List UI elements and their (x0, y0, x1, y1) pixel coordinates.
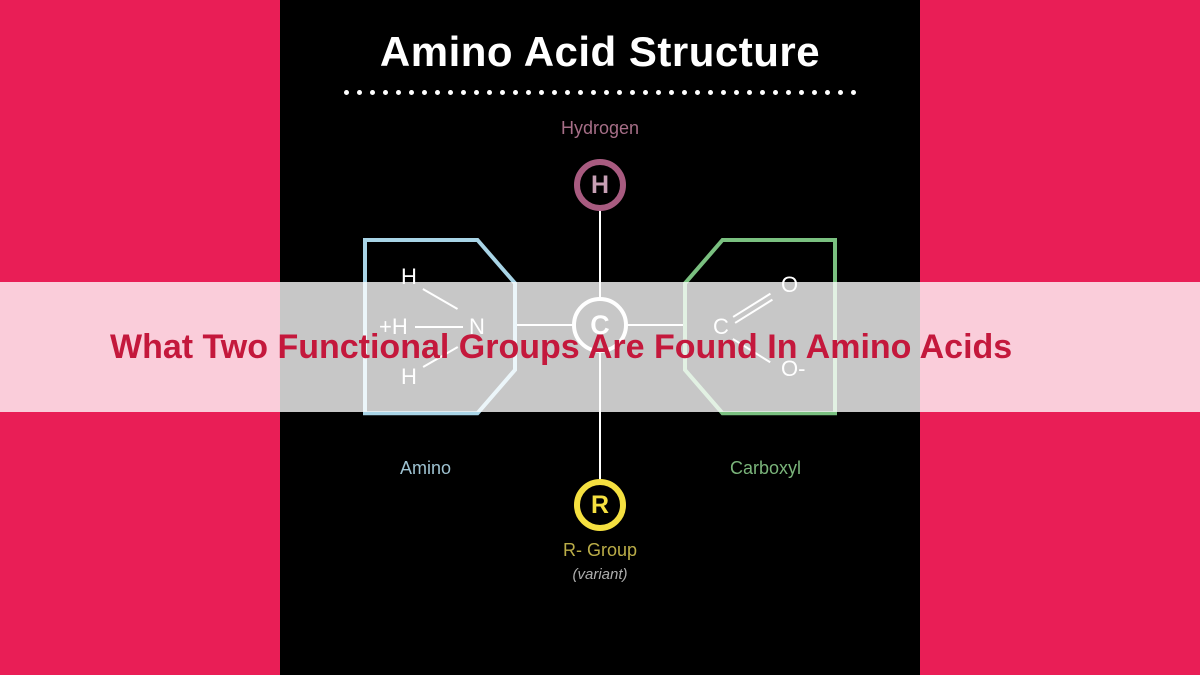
amino-label: Amino (400, 458, 451, 479)
overlay-banner: What Two Functional Groups Are Found In … (0, 282, 1200, 412)
separator-dots (344, 90, 856, 95)
rgroup-sublabel: (variant) (280, 566, 920, 583)
rgroup-atom: R (574, 479, 626, 531)
hydrogen-symbol: H (591, 171, 609, 200)
rgroup-label: R- Group (280, 540, 920, 561)
carboxyl-label: Carboxyl (730, 458, 801, 479)
diagram-title: Amino Acid Structure (280, 28, 920, 76)
hydrogen-label: Hydrogen (280, 118, 920, 139)
overlay-text: What Two Functional Groups Are Found In … (0, 326, 1052, 369)
rgroup-symbol: R (591, 491, 609, 520)
hydrogen-atom: H (574, 159, 626, 211)
